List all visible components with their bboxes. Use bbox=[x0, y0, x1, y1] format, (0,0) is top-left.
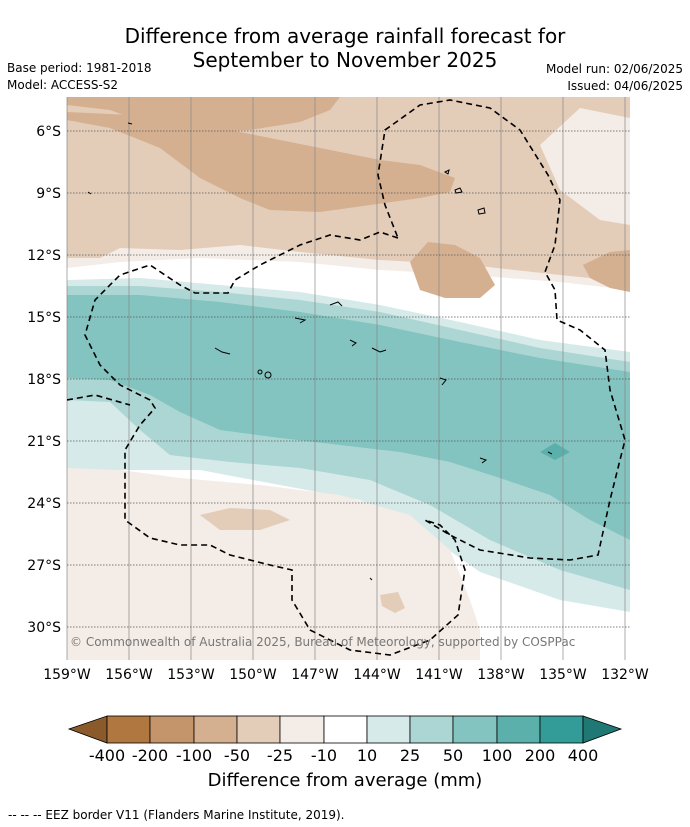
colorbar-label: 25 bbox=[400, 746, 420, 765]
colorbar-swatch-10 bbox=[496, 715, 541, 744]
colorbar-label: 100 bbox=[482, 746, 513, 765]
lon-label-141w: 141°W bbox=[415, 667, 463, 683]
eez-french-polynesia bbox=[84, 99, 626, 656]
map-fields bbox=[67, 97, 630, 660]
dry-patch-south-1 bbox=[200, 508, 290, 530]
island-tuamotu-4 bbox=[371, 347, 387, 353]
island-society bbox=[264, 371, 272, 379]
lat-label-30s: 30°S bbox=[27, 620, 61, 636]
eez-borders bbox=[67, 99, 626, 656]
colorbar-label: -400 bbox=[89, 746, 125, 765]
dry-patch-east bbox=[410, 242, 495, 298]
lat-label-18s: 18°S bbox=[27, 372, 61, 388]
colorbar-label: -200 bbox=[132, 746, 168, 765]
colorbar-label: 50 bbox=[443, 746, 463, 765]
colorbar-swatch-0 bbox=[67, 715, 108, 744]
island-austral bbox=[547, 451, 553, 455]
colorbar-label: -10 bbox=[311, 746, 337, 765]
lon-label-132w: 132°W bbox=[601, 667, 649, 683]
colorbar-label: 10 bbox=[357, 746, 377, 765]
lat-gridlines bbox=[67, 130, 630, 628]
island-tuamotu-2 bbox=[294, 317, 307, 324]
lat-label-15s: 15°S bbox=[27, 310, 61, 326]
lon-label-135w: 135°W bbox=[539, 667, 587, 683]
wet-patch-strongest bbox=[540, 443, 570, 460]
colorbar-swatch-4 bbox=[236, 715, 281, 744]
meta-right: Model run: 02/06/2025 Issued: 04/06/2025 bbox=[546, 61, 683, 95]
island-south-1 bbox=[369, 577, 373, 581]
eez-legend-footer: -- -- -- EEZ border V11 (Flanders Marine… bbox=[8, 808, 345, 822]
colorbar-swatch-7 bbox=[366, 715, 411, 744]
lat-label-6s: 6°S bbox=[36, 124, 61, 140]
map-title: Difference from average rainfall forecas… bbox=[0, 24, 690, 72]
colorbar-label: -25 bbox=[267, 746, 293, 765]
island-tuamotu-6 bbox=[439, 377, 447, 386]
colorbar-label: 200 bbox=[525, 746, 556, 765]
colorbar-swatch-2 bbox=[149, 715, 195, 744]
colorbar-swatch-6 bbox=[323, 715, 368, 744]
island-north bbox=[127, 122, 133, 125]
island-tuamotu-5 bbox=[214, 347, 231, 355]
lon-label-147w: 147°W bbox=[291, 667, 339, 683]
colorbar-label: -50 bbox=[224, 746, 250, 765]
island-marquesas-3 bbox=[444, 169, 450, 175]
lon-label-150w: 150°W bbox=[229, 667, 277, 683]
island-marquesas-2 bbox=[477, 207, 486, 215]
colorbar-swatch-12 bbox=[582, 715, 623, 744]
island-society-2 bbox=[257, 369, 263, 375]
island-gambier bbox=[479, 457, 488, 464]
lat-label-24s: 24°S bbox=[27, 496, 61, 512]
colorbar-swatch-11 bbox=[539, 715, 584, 744]
gridlines bbox=[66, 97, 626, 660]
model-run: Model run: 02/06/2025 bbox=[545, 62, 683, 76]
dry-band-dark-1 bbox=[67, 97, 340, 132]
island-cook-1 bbox=[87, 191, 92, 195]
latitude-labels: 6°S 9°S 12°S 15°S 18°S 21°S 24°S 27°S 30… bbox=[27, 124, 61, 636]
longitude-labels: 159°W 156°W 153°W 150°W 147°W 144°W 141°… bbox=[43, 667, 649, 683]
lon-label-159w: 159°W bbox=[43, 667, 91, 683]
dry-patch-south-2 bbox=[380, 592, 405, 613]
dry-patch-far-east bbox=[583, 250, 630, 292]
issued-date: Issued: 04/06/2025 bbox=[567, 79, 683, 93]
title-line-2: September to November 2025 bbox=[192, 48, 498, 72]
eez-cook-islands bbox=[67, 394, 131, 406]
island-tuamotu-1 bbox=[329, 301, 343, 307]
base-period: Base period: 1981-2018 bbox=[7, 61, 152, 75]
colorbar-labels: -400 -200 -100 -50 -25 -10 10 25 50 100 … bbox=[89, 746, 598, 765]
lat-label-9s: 9°S bbox=[36, 186, 61, 202]
colorbar bbox=[67, 715, 623, 744]
colorbar-label: 400 bbox=[568, 746, 599, 765]
meta-left: Base period: 1981-2018 Model: ACCESS-S2 bbox=[7, 60, 152, 94]
lon-label-138w: 138°W bbox=[477, 667, 525, 683]
dry-band-dark-2 bbox=[67, 112, 455, 212]
title-line-1: Difference from average rainfall forecas… bbox=[124, 24, 566, 48]
model-name: Model: ACCESS-S2 bbox=[7, 78, 119, 92]
colorbar-title: Difference from average (mm) bbox=[207, 770, 483, 791]
colorbar-swatch-8 bbox=[409, 715, 454, 744]
island-marquesas-1 bbox=[454, 187, 463, 194]
lon-label-144w: 144°W bbox=[353, 667, 401, 683]
copyright-credit: © Commonwealth of Australia 2025, Bureau… bbox=[70, 635, 575, 649]
wet-band-strong bbox=[67, 295, 630, 540]
colorbar-swatch-3 bbox=[193, 715, 238, 744]
colorbar-label: -100 bbox=[176, 746, 212, 765]
lon-label-153w: 153°W bbox=[167, 667, 215, 683]
island-tuamotu-3 bbox=[349, 339, 357, 347]
dry-patch-west bbox=[67, 236, 120, 258]
lon-label-156w: 156°W bbox=[105, 667, 153, 683]
colorbar-swatch-1 bbox=[106, 715, 151, 744]
lat-label-21s: 21°S bbox=[27, 434, 61, 450]
colorbar-swatch-5 bbox=[279, 715, 325, 744]
islands bbox=[87, 122, 553, 581]
lat-label-27s: 27°S bbox=[27, 558, 61, 574]
lat-label-12s: 12°S bbox=[27, 248, 61, 264]
colorbar-swatch-9 bbox=[452, 715, 498, 744]
